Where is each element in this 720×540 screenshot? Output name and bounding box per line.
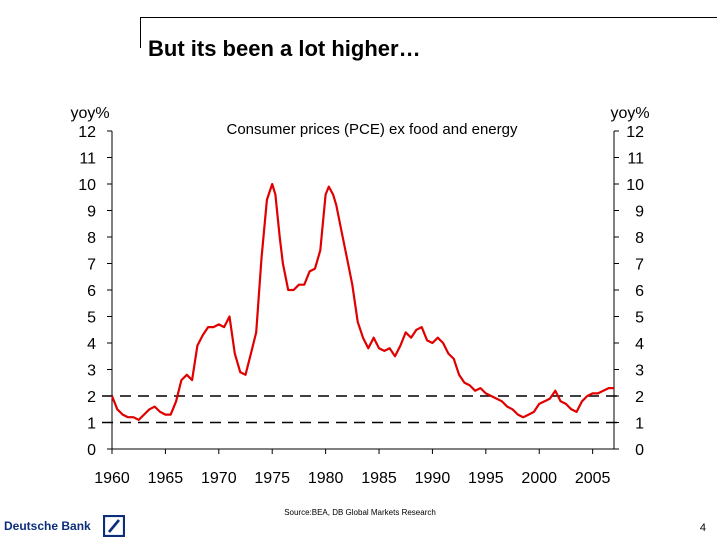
y-tick-label-left: 8 [87,230,96,247]
x-tick-label: 1960 [94,470,130,487]
y-tick-label-right: 0 [635,442,644,459]
y-axis-label-left: yoy% [70,105,109,122]
x-tick-label: 1970 [201,470,237,487]
deutsche-bank-logo: Deutsche Bank [4,513,125,539]
x-tick-label: 1980 [308,470,344,487]
slide-title: But its been a lot higher… [148,36,421,61]
x-tick-label: 2000 [521,470,557,487]
y-tick-label-left: 2 [87,389,96,406]
x-tick-label: 1990 [415,470,451,487]
title-rule [140,17,717,48]
y-tick-label-left: 3 [87,363,96,380]
page-number: 4 [699,522,706,534]
y-axis-label-right: yoy% [610,105,649,122]
y-tick-label-left: 12 [78,124,96,141]
y-tick-label-right: 9 [635,204,644,221]
y-tick-label-left: 11 [79,151,96,168]
y-tick-label-left: 9 [87,204,96,221]
y-tick-label-left: 6 [87,283,96,300]
chart-title: Consumer prices (PCE) ex food and energy [227,121,518,138]
x-tick-label: 1985 [361,470,397,487]
y-tick-label-right: 11 [627,151,644,168]
deutsche-bank-slash-icon [102,515,125,537]
y-tick-label-left: 0 [87,442,96,459]
y-tick-label-right: 10 [626,177,644,194]
y-tick-label-right: 1 [635,416,644,433]
y-tick-label-right: 2 [635,389,644,406]
source-note: Source:BEA, DB Global Markets Research [284,508,436,517]
y-tick-label-left: 5 [87,310,96,327]
y-tick-label-right: 8 [635,230,644,247]
y-tick-label-right: 6 [635,283,644,300]
x-tick-label: 1995 [468,470,504,487]
y-tick-label-right: 7 [635,257,644,274]
y-tick-label-left: 1 [87,416,96,433]
y-tick-label-right: 12 [626,124,644,141]
series-line-pce [110,182,614,421]
y-tick-label-left: 4 [87,336,96,353]
y-tick-label-left: 10 [78,177,96,194]
y-tick-label-right: 4 [635,336,644,353]
y-tick-label-right: 3 [635,363,644,380]
y-tick-label-right: 5 [635,310,644,327]
logo-text: Deutsche Bank [4,519,91,533]
x-tick-label: 1965 [148,470,184,487]
x-tick-label: 2005 [575,470,611,487]
x-tick-label: 1975 [254,470,290,487]
y-tick-label-left: 7 [87,257,96,274]
